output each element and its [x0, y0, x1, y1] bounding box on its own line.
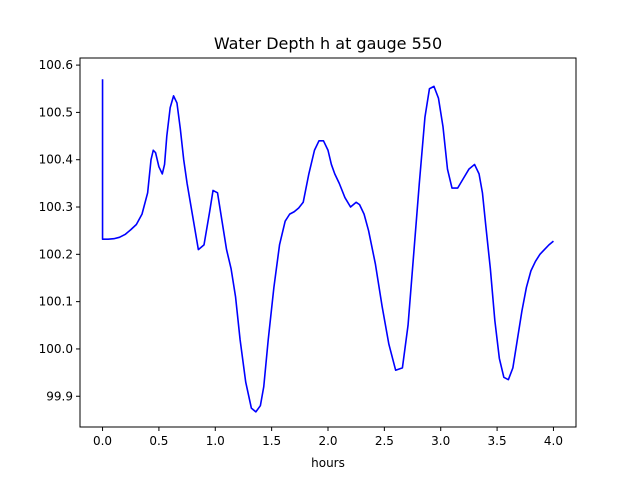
y-tick-label: 100.0 — [39, 342, 73, 356]
y-tick-label: 100.4 — [39, 153, 73, 167]
x-tick-label: 3.0 — [431, 434, 450, 448]
y-tick-label: 100.5 — [39, 105, 73, 119]
plot-area — [101, 79, 554, 413]
x-tick-label: 2.5 — [375, 434, 394, 448]
y-tick-label: 100.6 — [39, 58, 73, 72]
x-tick-label: 4.0 — [544, 434, 563, 448]
x-tick-label: 2.0 — [318, 434, 337, 448]
x-axis-label: hours — [311, 456, 345, 470]
x-tick-label: 3.5 — [488, 434, 507, 448]
x-tick-label: 1.0 — [206, 434, 225, 448]
chart-title: Water Depth h at gauge 550 — [214, 34, 442, 53]
y-axis-ticks: 99.9 100.0 100.1 100.2 100.3 100.4 100.5 100.6 — [39, 58, 80, 403]
x-axis-ticks: 0.0 0.5 1.0 1.5 2.0 2.5 3.0 3.5 4.0 — [93, 427, 563, 448]
x-tick-label: 1.5 — [262, 434, 281, 448]
axes-frame — [79, 57, 577, 428]
y-tick-label: 100.2 — [39, 247, 73, 261]
y-tick-label: 99.9 — [46, 389, 73, 403]
y-tick-label: 100.3 — [39, 200, 73, 214]
x-tick-label: 0.0 — [93, 434, 112, 448]
series-line-0 — [101, 79, 554, 413]
y-tick-label: 100.1 — [39, 295, 73, 309]
x-tick-label: 0.5 — [149, 434, 168, 448]
